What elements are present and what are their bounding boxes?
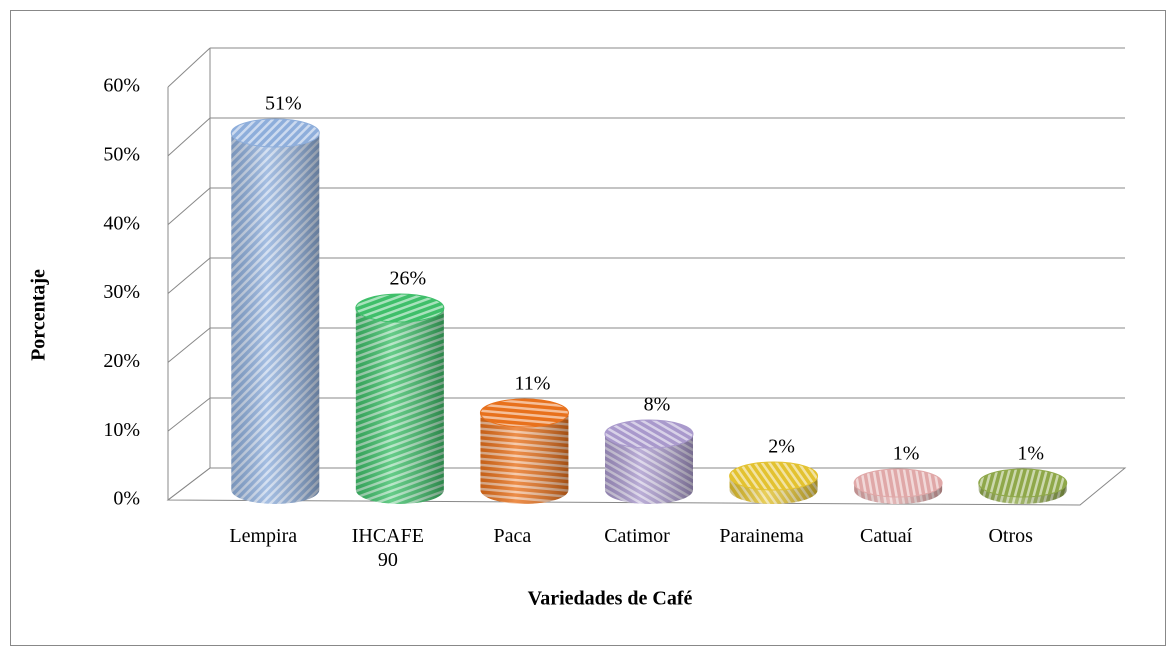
bar-top [604, 419, 694, 449]
bar-top [230, 118, 320, 148]
grid-line-side [167, 47, 211, 88]
y-tick-label: 40% [103, 212, 140, 234]
value-label: 1% [893, 443, 920, 465]
bar-shade [854, 483, 943, 504]
value-label: 26% [390, 268, 427, 290]
y-tick-label: 30% [103, 281, 140, 303]
bar-top [355, 293, 445, 323]
value-label: 8% [644, 394, 671, 416]
grid-line-side [167, 117, 211, 157]
bar-shade [355, 308, 444, 504]
bar-top [729, 461, 819, 491]
x-axis-title: Variedades de Café [528, 588, 693, 610]
x-tick-label: Lempira [229, 525, 298, 547]
y-axis-title: Porcentaje [28, 269, 50, 361]
x-tick-label: Otros [988, 525, 1033, 547]
y-tick-label: 10% [103, 419, 140, 441]
x-tick-label: Parainema [719, 525, 804, 547]
y-tick-label: 50% [103, 143, 140, 165]
y-tick-label: 20% [103, 350, 140, 372]
value-label: 1% [1017, 443, 1044, 465]
bar-shade [480, 413, 569, 504]
bar-top [978, 468, 1068, 498]
grid-line-side [167, 397, 211, 432]
grid-line-side [167, 327, 211, 363]
bar-shade [231, 133, 320, 504]
bar-top [853, 468, 943, 498]
x-tick-label: Catuaí [860, 525, 913, 547]
value-label: 51% [265, 93, 302, 115]
value-label: 11% [514, 373, 550, 395]
y-tick-label: 0% [113, 488, 140, 510]
x-tick-label: IHCAFE 90 [351, 525, 424, 571]
grid-line-side [167, 187, 211, 226]
bar-top [479, 398, 569, 428]
bar-shade [605, 434, 693, 504]
x-tick-label: Paca [493, 525, 532, 547]
x-tick-label: Catimor [604, 525, 670, 547]
value-label: 2% [768, 436, 795, 458]
y-tick-label: 60% [103, 75, 140, 97]
grid-line-side [167, 467, 211, 501]
bar-shade [978, 483, 1067, 504]
grid-line-side [167, 257, 211, 294]
